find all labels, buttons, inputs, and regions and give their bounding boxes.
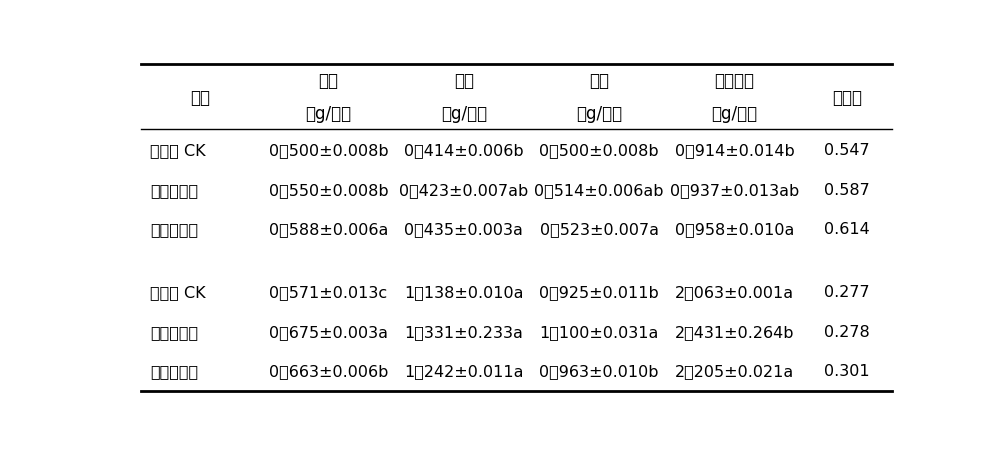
Text: 0.301: 0.301	[824, 364, 870, 378]
Text: 地上部分: 地上部分	[714, 72, 754, 90]
Text: （g/株）: （g/株）	[441, 105, 487, 123]
Text: 0.278: 0.278	[824, 324, 870, 339]
Text: 鬼针草砧木: 鬼针草砧木	[150, 222, 198, 237]
Text: 根冠比: 根冠比	[832, 88, 862, 106]
Text: （g/株）: （g/株）	[576, 105, 622, 123]
Text: 鬼针草接穗: 鬼针草接穗	[150, 182, 198, 197]
Text: 2．205±0.021a: 2．205±0.021a	[675, 364, 794, 378]
Text: 0．423±0.007ab: 0．423±0.007ab	[399, 182, 528, 197]
Text: 1．100±0.031a: 1．100±0.031a	[539, 324, 659, 339]
Text: 0．925±0.011b: 0．925±0.011b	[539, 284, 659, 299]
Text: 0.614: 0.614	[824, 222, 870, 237]
Text: 0．500±0.008b: 0．500±0.008b	[269, 143, 388, 157]
Text: 0．588±0.006a: 0．588±0.006a	[269, 222, 388, 237]
Text: 2．431±0.264b: 2．431±0.264b	[675, 324, 794, 339]
Text: 根系: 根系	[318, 72, 338, 90]
Text: 0.547: 0.547	[824, 143, 870, 157]
Text: 0．550±0.008b: 0．550±0.008b	[269, 182, 388, 197]
Text: 处理: 处理	[191, 88, 211, 106]
Text: 0．663±0.006b: 0．663±0.006b	[269, 364, 388, 378]
Text: 叶片: 叶片	[589, 72, 609, 90]
Text: 1．138±0.010a: 1．138±0.010a	[404, 284, 524, 299]
Text: 2．063±0.001a: 2．063±0.001a	[675, 284, 794, 299]
Text: 0．523±0.007a: 0．523±0.007a	[540, 222, 659, 237]
Text: 0．963±0.010b: 0．963±0.010b	[539, 364, 659, 378]
Text: 1．331±0.233a: 1．331±0.233a	[404, 324, 523, 339]
Text: 0．414±0.006b: 0．414±0.006b	[404, 143, 524, 157]
Text: 0.587: 0.587	[824, 182, 870, 197]
Text: 0．514±0.006ab: 0．514±0.006ab	[534, 182, 664, 197]
Text: 0．958±0.010a: 0．958±0.010a	[675, 222, 794, 237]
Text: （g/株）: （g/株）	[305, 105, 352, 123]
Text: 茎秆: 茎秆	[454, 72, 474, 90]
Text: 0．675±0.003a: 0．675±0.003a	[269, 324, 388, 339]
Text: 牛膝菊砧木: 牛膝菊砧木	[150, 364, 198, 378]
Text: 牛膝菊接穗: 牛膝菊接穗	[150, 324, 198, 339]
Text: 0．500±0.008b: 0．500±0.008b	[539, 143, 659, 157]
Text: 0．937±0.013ab: 0．937±0.013ab	[670, 182, 799, 197]
Text: 鬼针草 CK: 鬼针草 CK	[150, 143, 205, 157]
Text: 0.277: 0.277	[824, 284, 870, 299]
Text: 1．242±0.011a: 1．242±0.011a	[404, 364, 524, 378]
Text: 0．435±0.003a: 0．435±0.003a	[404, 222, 523, 237]
Text: （g/株）: （g/株）	[711, 105, 757, 123]
Text: 0．571±0.013c: 0．571±0.013c	[269, 284, 388, 299]
Text: 0．914±0.014b: 0．914±0.014b	[675, 143, 794, 157]
Text: 牛膝菊 CK: 牛膝菊 CK	[150, 284, 205, 299]
